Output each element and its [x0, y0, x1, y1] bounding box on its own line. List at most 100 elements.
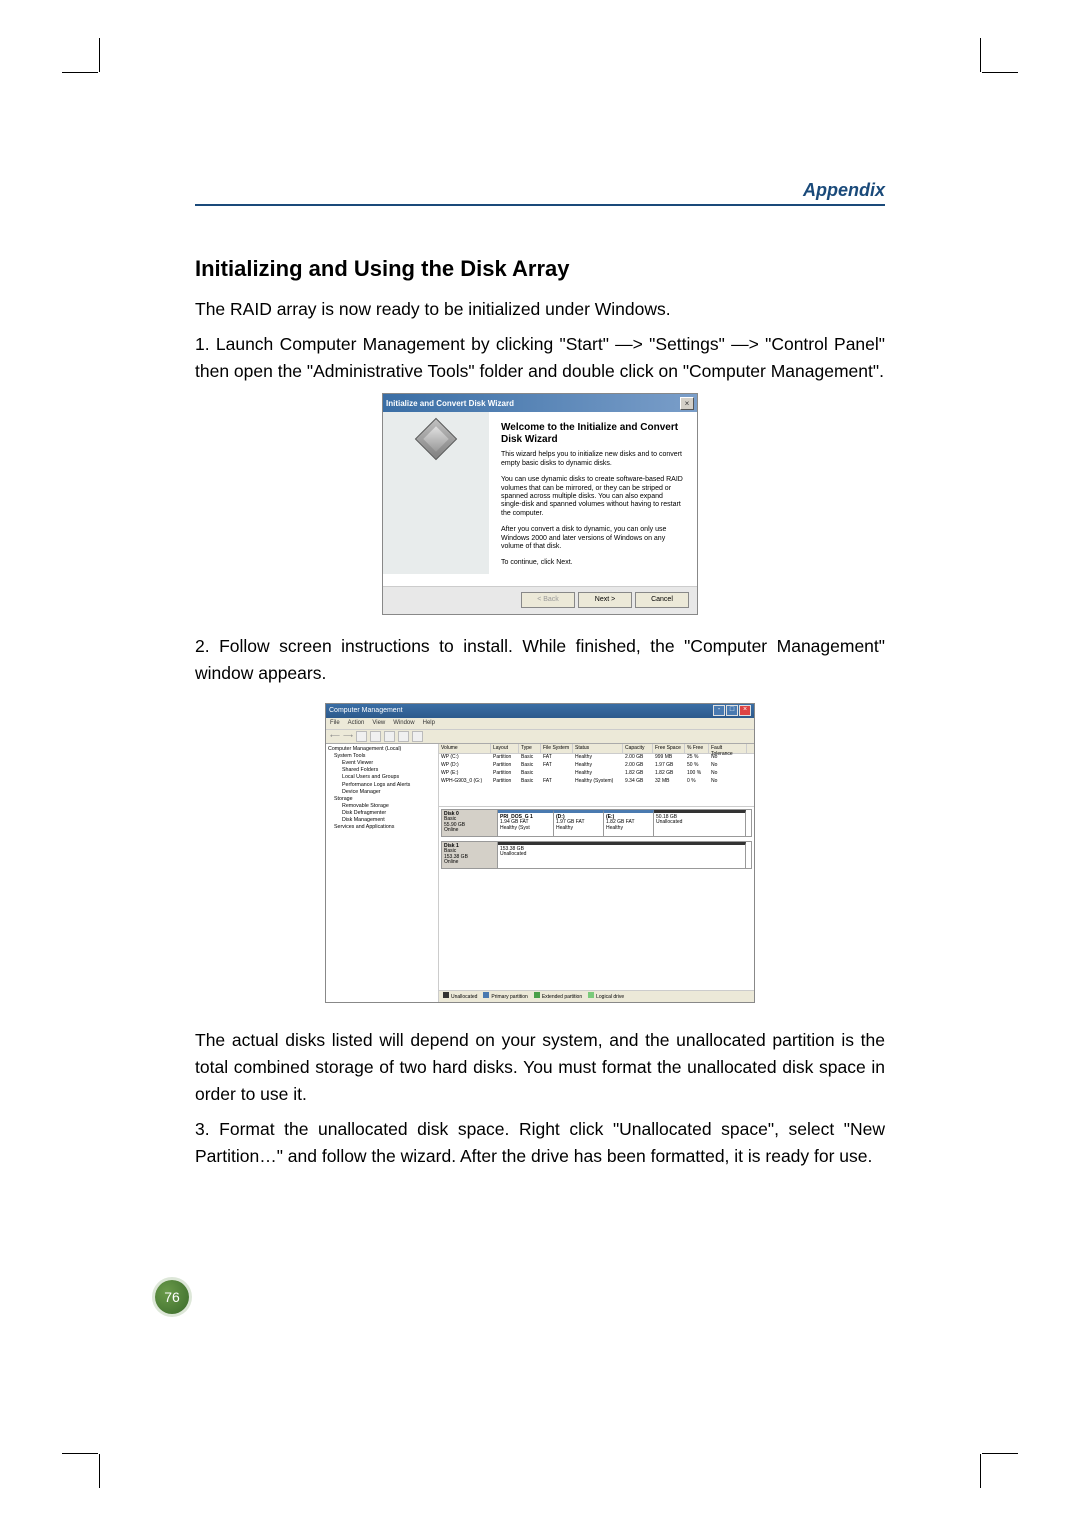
crop-mark — [980, 38, 981, 72]
table-row[interactable]: WP (E:)PartitionBasicHealthy1.82 GB1.82 … — [439, 770, 754, 778]
table-cell: Partition — [491, 778, 519, 786]
column-header[interactable]: Layout — [491, 744, 519, 753]
table-cell: Healthy — [573, 762, 623, 770]
column-header[interactable]: Capacity — [623, 744, 653, 753]
page-number-badge: 76 — [155, 1280, 189, 1314]
tree-item[interactable]: Services and Applications — [328, 824, 436, 831]
disk-row-1: Disk 1Basic153.38 GBOnline153.38 GBUnall… — [441, 841, 752, 869]
maximize-icon[interactable]: □ — [726, 705, 738, 716]
tree-item[interactable]: Disk Management — [328, 817, 436, 824]
legend-item: Logical drive — [588, 992, 624, 1000]
table-cell: 50 % — [685, 762, 709, 770]
disk-partition[interactable]: 50.18 GBUnallocated — [654, 810, 746, 836]
crop-mark — [980, 1454, 981, 1488]
column-header[interactable]: File System — [541, 744, 573, 753]
menu-item[interactable]: Action — [348, 720, 365, 726]
table-cell: 2.00 GB — [623, 762, 653, 770]
crop-mark — [62, 1453, 98, 1454]
cancel-button[interactable]: Cancel — [635, 592, 689, 608]
wizard-sidebar — [383, 412, 489, 574]
disk-area: Disk 0Basic55.90 GBOnlinePRI_DOS_G 11.94… — [439, 806, 754, 990]
table-cell: 0 % — [685, 778, 709, 786]
table-row[interactable]: WPH-G903_0 (G:)PartitionBasicFATHealthy … — [439, 778, 754, 786]
column-header[interactable]: % Free — [685, 744, 709, 753]
tree-item[interactable]: Removable Storage — [328, 803, 436, 810]
nav-fwd-icon[interactable]: ⟶ — [343, 732, 353, 740]
column-header[interactable]: Free Space — [653, 744, 685, 753]
column-header[interactable]: Fault Tolerance — [709, 744, 747, 753]
table-cell: Basic — [519, 770, 541, 778]
toolbar-button[interactable] — [356, 731, 367, 742]
close-icon[interactable]: × — [680, 397, 694, 410]
tree-item[interactable]: Computer Management (Local) — [328, 746, 436, 753]
after-figure-text: The actual disks listed will depend on y… — [195, 1027, 885, 1108]
wizard-body: Welcome to the Initialize and Convert Di… — [383, 412, 697, 585]
tree-item[interactable]: System Tools — [328, 753, 436, 760]
cm-main: Computer Management (Local)System ToolsE… — [326, 744, 754, 1002]
table-cell: 1.97 GB — [653, 762, 685, 770]
crop-mark — [99, 38, 100, 72]
table-cell: 1.82 GB — [623, 770, 653, 778]
disk-partition[interactable]: PRI_DOS_G 11.94 GB FATHealthy (Syst — [498, 810, 554, 836]
disk-partition[interactable]: (D:)1.97 GB FATHealthy — [554, 810, 604, 836]
disk-label: Disk 0Basic55.90 GBOnline — [442, 810, 498, 836]
crop-mark — [982, 1453, 1018, 1454]
wizard-content: Welcome to the Initialize and Convert Di… — [489, 412, 697, 585]
toolbar-button[interactable] — [412, 731, 423, 742]
table-cell: WP (E:) — [439, 770, 491, 778]
tree-item[interactable]: Performance Logs and Alerts — [328, 782, 436, 789]
content-panel: VolumeLayoutTypeFile SystemStatusCapacit… — [439, 744, 754, 1002]
step-2: 2. Follow screen instructions to install… — [195, 633, 885, 687]
cm-titlebar: Computer Management - □ × — [326, 704, 754, 718]
disk-partition[interactable]: 153.38 GBUnallocated — [498, 842, 746, 868]
wizard-heading: Welcome to the Initialize and Convert Di… — [501, 422, 685, 445]
wizard-dialog: Initialize and Convert Disk Wizard × Wel… — [382, 393, 698, 614]
wizard-footer: < Back Next > Cancel — [383, 586, 697, 614]
table-cell: 25 % — [685, 754, 709, 762]
table-cell: WP (C:) — [439, 754, 491, 762]
disk-partition[interactable]: (E:)1.82 GB FATHealthy — [604, 810, 654, 836]
window-buttons: - □ × — [713, 705, 751, 716]
intro-text: The RAID array is now ready to be initia… — [195, 296, 885, 323]
column-header[interactable]: Type — [519, 744, 541, 753]
tree-item[interactable]: Disk Defragmenter — [328, 810, 436, 817]
menu-item[interactable]: Window — [393, 720, 414, 726]
cm-title: Computer Management — [329, 707, 403, 714]
table-cell: No — [709, 762, 747, 770]
column-header[interactable]: Status — [573, 744, 623, 753]
column-header[interactable]: Volume — [439, 744, 491, 753]
tree-item[interactable]: Local Users and Groups — [328, 774, 436, 781]
minimize-icon[interactable]: - — [713, 705, 725, 716]
page-content: Appendix Initializing and Using the Disk… — [195, 180, 885, 1179]
menu-item[interactable]: File — [330, 720, 340, 726]
toolbar: ⟵ ⟶ — [326, 730, 754, 744]
close-icon[interactable]: × — [739, 705, 751, 716]
table-cell: 9.34 GB — [623, 778, 653, 786]
table-cell: FAT — [541, 762, 573, 770]
nav-back-icon[interactable]: ⟵ — [330, 732, 340, 740]
legend-item: Primary partition — [483, 992, 527, 1000]
wizard-para-1: This wizard helps you to initialize new … — [501, 451, 685, 468]
volume-header: VolumeLayoutTypeFile SystemStatusCapacit… — [439, 744, 754, 754]
crop-mark — [99, 1454, 100, 1488]
tree-item[interactable]: Event Viewer — [328, 760, 436, 767]
menu-item[interactable]: View — [372, 720, 385, 726]
tree-item[interactable]: Storage — [328, 796, 436, 803]
disk-label: Disk 1Basic153.38 GBOnline — [442, 842, 498, 868]
next-button[interactable]: Next > — [578, 592, 632, 608]
tree-item[interactable]: Shared Folders — [328, 767, 436, 774]
toolbar-button[interactable] — [398, 731, 409, 742]
disk-icon — [415, 418, 457, 460]
table-cell: FAT — [541, 778, 573, 786]
toolbar-button[interactable] — [370, 731, 381, 742]
tree-item[interactable]: Device Manager — [328, 789, 436, 796]
table-row[interactable]: WP (D:)PartitionBasicFATHealthy2.00 GB1.… — [439, 762, 754, 770]
menu-item[interactable]: Help — [423, 720, 435, 726]
table-cell: Healthy — [573, 770, 623, 778]
table-row[interactable]: WP (C:)PartitionBasicFATHealthy2.00 GB99… — [439, 754, 754, 762]
table-cell: Healthy (System) — [573, 778, 623, 786]
legend-swatch — [534, 992, 540, 998]
legend-item: Extended partition — [534, 992, 582, 1000]
toolbar-button[interactable] — [384, 731, 395, 742]
wizard-para-4: To continue, click Next. — [501, 559, 685, 567]
